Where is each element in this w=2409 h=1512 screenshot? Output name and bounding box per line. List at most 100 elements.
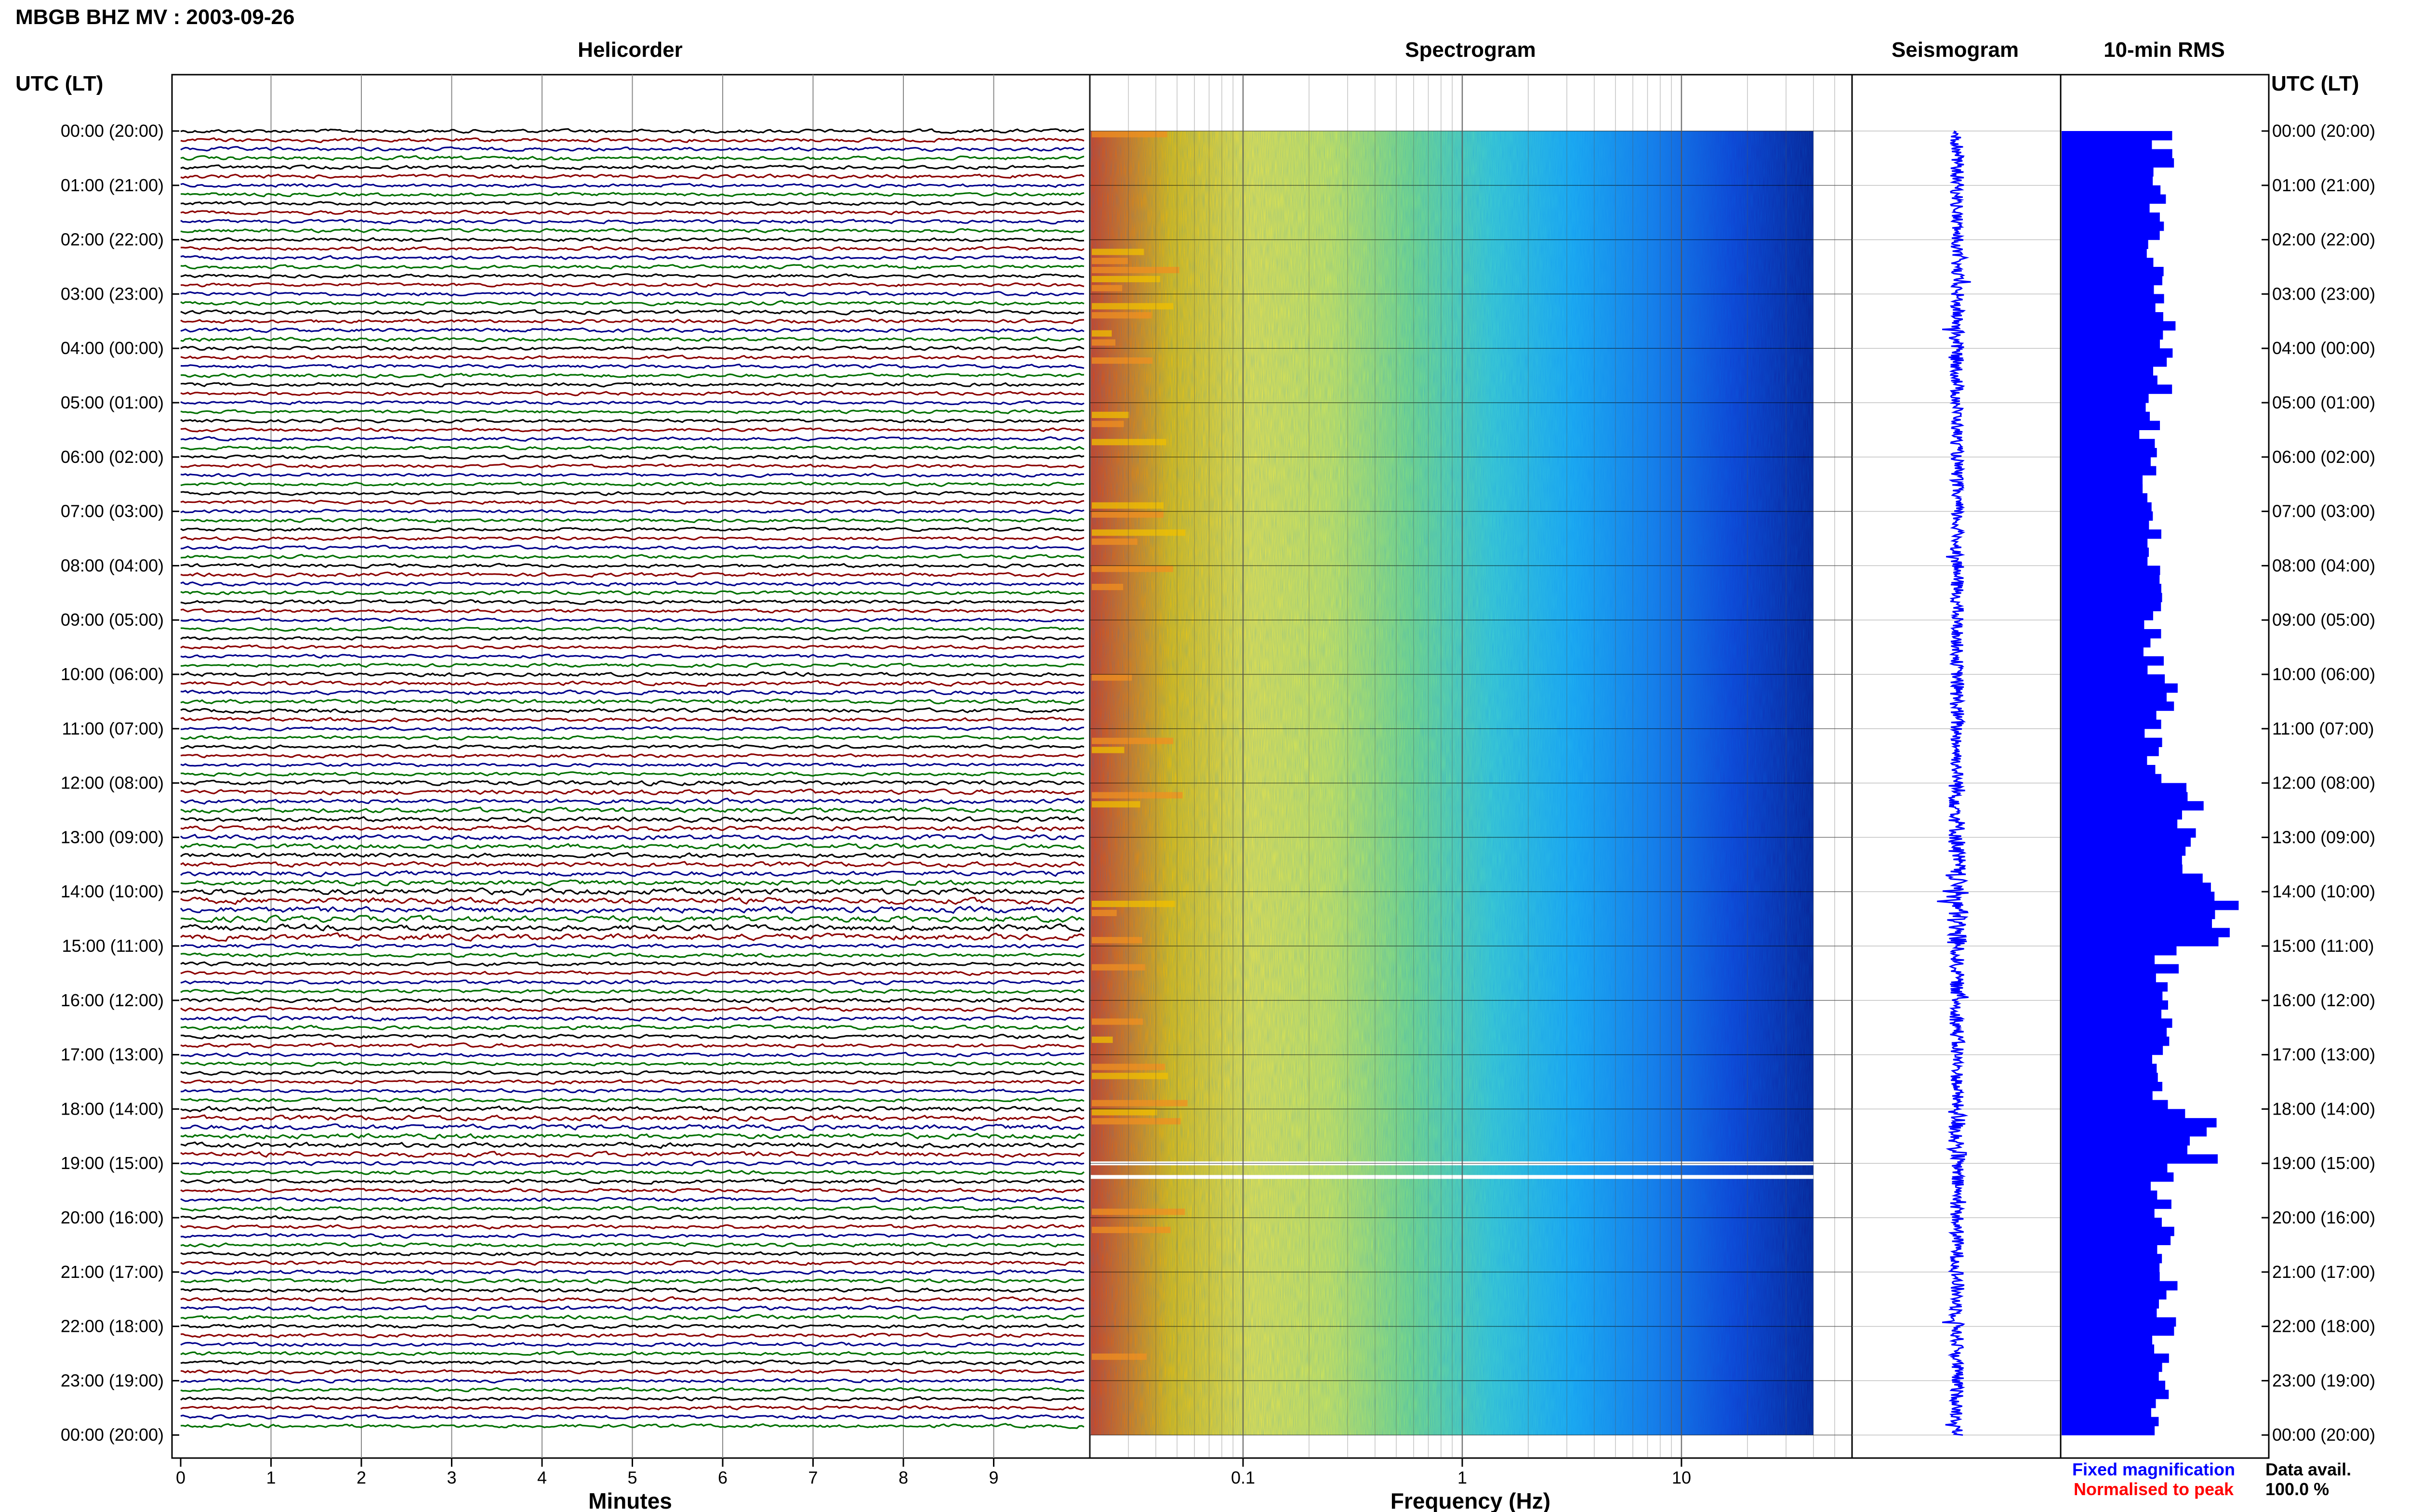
hour-label-right: 00:00 (20:00) <box>2272 121 2375 141</box>
rms-bar <box>2062 928 2230 937</box>
hour-label-left: 21:00 (17:00) <box>61 1262 164 1282</box>
rms-bar <box>2062 529 2161 539</box>
spectrogram-streak <box>1092 330 1112 337</box>
rms-bar <box>2062 575 2160 584</box>
minute-tick-label: 9 <box>989 1468 998 1487</box>
helicorder-trace-row <box>180 1368 1085 1375</box>
rms-bar <box>2062 692 2167 702</box>
rms-bar <box>2062 710 2157 720</box>
helicorder-trace-row <box>180 1277 1085 1284</box>
rms-bar <box>2062 1417 2159 1426</box>
helicorder-trace-row <box>180 237 1085 243</box>
spectrogram-streak <box>1092 339 1116 346</box>
rms-bar <box>2062 846 2186 856</box>
minute-tick-label: 4 <box>537 1468 547 1487</box>
helicorder-trace-row <box>180 860 1085 868</box>
frequency-tick-label: 1 <box>1457 1468 1467 1487</box>
hour-label-right: 09:00 (05:00) <box>2272 610 2375 630</box>
rms-bar <box>2062 756 2147 765</box>
helicorder-trace-row <box>181 1305 1085 1312</box>
rms-bar <box>2062 1064 2157 1073</box>
y-tick-labels-right: 00:00 (20:00) 01:00 (21:00) 02:00 (22:00) 0… <box>2262 121 2375 1445</box>
hour-label-right: 12:00 (08:00) <box>2272 773 2375 793</box>
hour-label-left: 14:00 (10:00) <box>61 881 164 901</box>
helicorder-trace-row <box>180 571 1085 578</box>
hour-label-right: 14:00 (10:00) <box>2272 881 2375 901</box>
helicorder-trace-row <box>180 382 1085 388</box>
helicorder-trace-row <box>180 1414 1085 1420</box>
hour-label-left: 10:00 (06:00) <box>61 664 164 684</box>
rms-bar <box>2062 1335 2153 1345</box>
spectrogram-gap <box>1091 1175 1814 1179</box>
rms-bar <box>2062 620 2144 630</box>
rms-bar <box>2062 855 2182 865</box>
helicorder-trace-row <box>180 608 1085 614</box>
helicorder-trace-row <box>180 1024 1085 1031</box>
helicorder-trace-row <box>180 1242 1085 1248</box>
hour-label-right: 13:00 (09:00) <box>2272 827 2375 847</box>
rms-bar <box>2062 783 2187 792</box>
rms-bar <box>2062 611 2153 620</box>
helicorder-trace-row <box>180 879 1085 887</box>
rms-bar <box>2062 665 2148 675</box>
helicorder-trace-row <box>180 427 1085 433</box>
spectrogram-streak <box>1092 411 1129 418</box>
rms-bar <box>2062 239 2148 249</box>
helicorder-trace-row <box>180 1042 1085 1049</box>
rms-bar <box>2062 837 2191 847</box>
helicorder-trace-row <box>180 544 1085 551</box>
rms-bar <box>2062 1218 2162 1227</box>
helicorder-trace-row <box>180 833 1085 841</box>
helicorder-trace-row <box>180 1387 1085 1393</box>
rms-bar <box>2062 394 2149 403</box>
rms-bar <box>2062 167 2154 177</box>
hour-label-left: 03:00 (23:00) <box>61 284 164 303</box>
rms-bar <box>2062 484 2143 494</box>
helicorder-trace-row <box>180 943 1085 949</box>
hour-label-right: 11:00 (07:00) <box>2272 719 2374 738</box>
rms-bar <box>2062 1145 2187 1155</box>
spectrogram-streak <box>1092 1073 1168 1079</box>
helicorder-trace-row <box>180 500 1085 505</box>
spectrogram-streak <box>1092 131 1167 138</box>
rms-bar <box>2062 747 2159 756</box>
minute-tick-label: 5 <box>627 1468 637 1487</box>
rms-bar <box>2062 339 2160 349</box>
rms-bar <box>2062 873 2203 883</box>
helicorder-trace-row <box>180 155 1085 161</box>
rms-bar <box>2062 1236 2171 1245</box>
helicorder-trace-row <box>180 553 1085 560</box>
hour-label-left: 01:00 (21:00) <box>61 175 164 195</box>
spectrogram-streak <box>1092 285 1123 291</box>
spectrogram-streak <box>1092 1037 1113 1043</box>
spectrogram-streak <box>1092 964 1145 971</box>
helicorder-trace-row <box>180 716 1085 723</box>
minute-tick-label: 6 <box>718 1468 728 1487</box>
rms-bar <box>2062 937 2219 947</box>
rms-bar <box>2062 1037 2170 1046</box>
rms-bar <box>2062 584 2161 593</box>
hour-label-left: 20:00 (16:00) <box>61 1208 164 1227</box>
rms-bar <box>2062 683 2178 693</box>
rms-bar <box>2062 230 2160 240</box>
hour-label-left: 05:00 (01:00) <box>61 393 164 412</box>
helicorder-trace-row <box>180 1015 1085 1022</box>
rms-bar <box>2062 629 2161 639</box>
helicorder-trace-row <box>180 825 1085 832</box>
rms-bar <box>2062 1371 2159 1381</box>
minute-tick-label: 8 <box>899 1468 908 1487</box>
helicorder-trace-row <box>180 1341 1085 1348</box>
rms-bar <box>2062 1299 2159 1309</box>
helicorder-trace-row <box>180 536 1085 541</box>
hour-label-left: 00:00 (20:00) <box>61 121 164 141</box>
helicorder-trace-row <box>180 1260 1085 1266</box>
rms-bar <box>2062 194 2166 204</box>
helicorder-trace-row <box>180 1187 1085 1194</box>
helicorder-trace-row <box>180 1160 1085 1167</box>
helicorder-trace-row <box>180 906 1085 914</box>
helicorder-x-axis-label: Minutes <box>588 1488 672 1512</box>
helicorder-trace-row <box>180 191 1085 197</box>
helicorder-trace-row <box>180 345 1085 352</box>
rms-bar <box>2062 1027 2167 1037</box>
spectrogram-x-ticks: 0.1 1 10 <box>1231 1458 1691 1487</box>
